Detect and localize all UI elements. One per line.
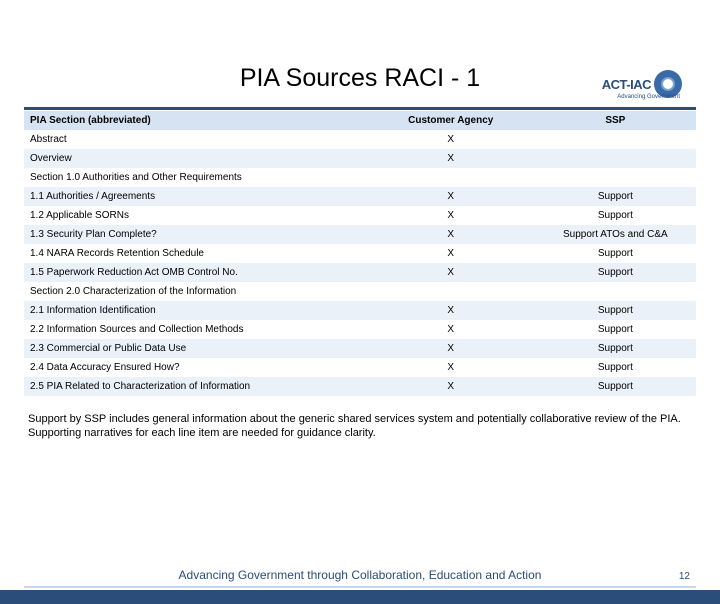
logo-tagline: Advancing Government <box>617 94 680 100</box>
cell-ssp: Support <box>535 339 696 358</box>
table-row: 2.5 PIA Related to Characterization of I… <box>24 377 696 396</box>
cell-ssp: Support ATOs and C&A <box>535 225 696 244</box>
table-row: 1.2 Applicable SORNsXSupport <box>24 206 696 225</box>
col-header-customer: Customer Agency <box>367 111 535 130</box>
bottom-stripe <box>0 590 720 604</box>
cell-customer: X <box>367 377 535 396</box>
cell-customer: X <box>367 263 535 282</box>
table-header-row: PIA Section (abbreviated) Customer Agenc… <box>24 111 696 130</box>
cell-ssp: Support <box>535 377 696 396</box>
table-row: Section 2.0 Characterization of the Info… <box>24 282 696 301</box>
cell-ssp <box>535 149 696 168</box>
cell-section: 1.1 Authorities / Agreements <box>24 187 367 206</box>
cell-section: Abstract <box>24 130 367 149</box>
cell-section: Overview <box>24 149 367 168</box>
header-rule <box>24 107 696 110</box>
cell-ssp: Support <box>535 358 696 377</box>
cell-section: Section 2.0 Characterization of the Info… <box>24 282 367 301</box>
cell-section: 2.5 PIA Related to Characterization of I… <box>24 377 367 396</box>
cell-customer: X <box>367 244 535 263</box>
table-row: 2.2 Information Sources and Collection M… <box>24 320 696 339</box>
table-row: 1.1 Authorities / AgreementsXSupport <box>24 187 696 206</box>
cell-section: 1.5 Paperwork Reduction Act OMB Control … <box>24 263 367 282</box>
cell-section: 2.4 Data Accuracy Ensured How? <box>24 358 367 377</box>
cell-customer: X <box>367 225 535 244</box>
col-header-section: PIA Section (abbreviated) <box>24 111 367 130</box>
cell-ssp: Support <box>535 206 696 225</box>
raci-table: PIA Section (abbreviated) Customer Agenc… <box>24 111 696 396</box>
cell-customer: X <box>367 187 535 206</box>
logo-text: ACT-IAC <box>602 77 651 92</box>
page-number: 12 <box>679 571 690 582</box>
footer-rule <box>24 586 696 588</box>
cell-customer <box>367 282 535 301</box>
footer-text: Advancing Government through Collaborati… <box>0 568 720 582</box>
cell-ssp: Support <box>535 320 696 339</box>
cell-ssp <box>535 130 696 149</box>
cell-section: 2.3 Commercial or Public Data Use <box>24 339 367 358</box>
cell-customer: X <box>367 358 535 377</box>
cell-ssp: Support <box>535 187 696 206</box>
table-row: 2.3 Commercial or Public Data UseXSuppor… <box>24 339 696 358</box>
cell-customer: X <box>367 149 535 168</box>
cell-ssp: Support <box>535 244 696 263</box>
table-row: AbstractX <box>24 130 696 149</box>
cell-ssp <box>535 282 696 301</box>
table-row: Section 1.0 Authorities and Other Requir… <box>24 168 696 187</box>
cell-section: Section 1.0 Authorities and Other Requir… <box>24 168 367 187</box>
cell-customer: X <box>367 339 535 358</box>
table-row: 1.4 NARA Records Retention ScheduleXSupp… <box>24 244 696 263</box>
cell-customer: X <box>367 320 535 339</box>
table-row: 1.3 Security Plan Complete?XSupport ATOs… <box>24 225 696 244</box>
cell-customer: X <box>367 130 535 149</box>
table-row: 1.5 Paperwork Reduction Act OMB Control … <box>24 263 696 282</box>
cell-customer <box>367 168 535 187</box>
cell-customer: X <box>367 206 535 225</box>
cell-ssp: Support <box>535 301 696 320</box>
cell-section: 1.2 Applicable SORNs <box>24 206 367 225</box>
footnote: Support by SSP includes general informat… <box>28 412 692 441</box>
cell-section: 1.4 NARA Records Retention Schedule <box>24 244 367 263</box>
cell-section: 2.1 Information Identification <box>24 301 367 320</box>
col-header-ssp: SSP <box>535 111 696 130</box>
cell-section: 2.2 Information Sources and Collection M… <box>24 320 367 339</box>
cell-section: 1.3 Security Plan Complete? <box>24 225 367 244</box>
cell-customer: X <box>367 301 535 320</box>
table-row: 2.4 Data Accuracy Ensured How?XSupport <box>24 358 696 377</box>
cell-ssp <box>535 168 696 187</box>
cell-ssp: Support <box>535 263 696 282</box>
table-row: OverviewX <box>24 149 696 168</box>
table-row: 2.1 Information IdentificationXSupport <box>24 301 696 320</box>
